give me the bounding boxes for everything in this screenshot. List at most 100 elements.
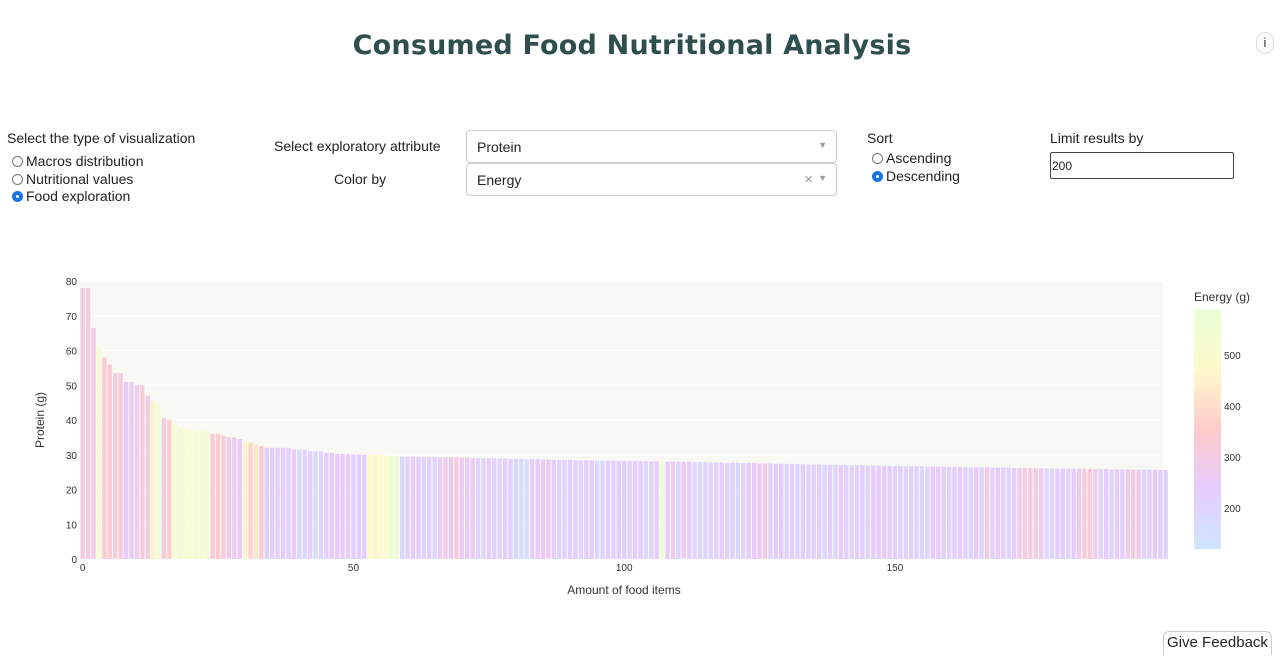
bar [96, 347, 102, 559]
colorbar-tick-label: 200 [1224, 504, 1241, 515]
info-button[interactable]: i [1256, 32, 1274, 54]
bar [627, 461, 632, 559]
x-tick-label: 0 [80, 563, 86, 574]
bars [80, 287, 1168, 559]
bar [140, 385, 145, 559]
x-tick-label: 150 [887, 563, 904, 574]
bar [210, 433, 215, 559]
y-axis-title: Protein (g) [33, 392, 47, 448]
bar [903, 466, 908, 559]
bar [654, 461, 659, 559]
bar [584, 460, 589, 559]
attribute-dropdown[interactable]: Protein ▼ [466, 130, 837, 163]
colorbar-tick-labels: 200 300 400 500 [1224, 351, 1241, 515]
radio-button[interactable] [12, 173, 23, 185]
protein-bar-chart: 0 10 20 30 40 50 60 70 80 0 50 100 150 Amount of fo… [33, 277, 1250, 597]
bar [459, 457, 464, 559]
bar [307, 451, 313, 559]
bar [909, 466, 914, 559]
bar [724, 462, 730, 559]
bar [892, 465, 898, 559]
radio-button[interactable] [872, 152, 883, 164]
radio-descending[interactable]: Descending [872, 168, 960, 184]
bar [1001, 467, 1006, 559]
bar [232, 437, 237, 559]
bar [643, 461, 649, 559]
y-tick-label: 10 [66, 520, 78, 531]
bar [854, 465, 860, 559]
radio-food-exploration[interactable]: Food exploration [12, 188, 130, 204]
bar [465, 457, 470, 559]
bar [1038, 468, 1044, 559]
bar [822, 464, 827, 559]
clear-icon[interactable]: × [804, 171, 813, 188]
bar [280, 447, 286, 559]
bar [345, 454, 351, 559]
bar [400, 456, 405, 559]
bar [513, 458, 519, 559]
x-axis-title: Amount of food items [567, 583, 680, 597]
bar [264, 447, 269, 559]
y-tick-label: 70 [66, 312, 78, 323]
chevron-down-icon[interactable]: ▼ [818, 173, 827, 183]
bar [188, 430, 194, 559]
bar [968, 467, 973, 559]
bar [876, 465, 881, 559]
bar [291, 449, 297, 559]
sort-label: Sort [867, 130, 893, 146]
bar [632, 461, 638, 559]
radio-macros-distribution[interactable]: Macros distribution [12, 153, 144, 169]
radio-button-selected[interactable] [12, 190, 23, 202]
bar [102, 357, 107, 559]
bar [687, 461, 692, 559]
bar [562, 459, 567, 559]
bar [676, 461, 681, 559]
y-tick-label: 50 [66, 381, 78, 392]
bar [551, 459, 556, 559]
bar [730, 462, 735, 559]
bar [746, 463, 751, 559]
bar [844, 465, 849, 559]
radio-button[interactable] [12, 155, 23, 167]
bar [329, 453, 334, 559]
bar [508, 458, 513, 559]
bar [860, 465, 865, 559]
bar [427, 456, 432, 559]
radio-label: Nutritional values [26, 171, 134, 187]
radio-nutritional-values[interactable]: Nutritional values [12, 171, 133, 187]
bar [573, 460, 578, 559]
bar [578, 460, 584, 559]
bar [1006, 467, 1011, 559]
bar [567, 459, 573, 559]
bar [1114, 469, 1120, 559]
bar [914, 466, 919, 559]
bar [703, 462, 708, 559]
chevron-down-icon[interactable]: ▼ [818, 140, 827, 150]
bar [1011, 467, 1017, 559]
bar [1093, 468, 1098, 559]
bar [405, 456, 410, 559]
bar [1060, 468, 1065, 559]
bar [1163, 470, 1168, 559]
bar [806, 464, 811, 559]
bar [454, 457, 459, 559]
colorbar [1194, 309, 1221, 549]
radio-ascending[interactable]: Ascending [872, 150, 951, 166]
colorbar-tick-label: 500 [1224, 351, 1241, 362]
bar [481, 458, 486, 559]
bar [389, 455, 394, 559]
bar [194, 430, 199, 559]
give-feedback-button[interactable]: Give Feedback [1163, 631, 1272, 655]
bar [881, 465, 887, 559]
limit-input[interactable]: 200 [1050, 152, 1234, 179]
radio-button-selected[interactable] [872, 170, 883, 182]
color-by-value: Energy [477, 172, 522, 188]
bar [816, 464, 822, 559]
bar [335, 454, 340, 559]
bar [172, 423, 177, 559]
bar [215, 433, 221, 559]
color-by-dropdown[interactable]: Energy × ▼ [466, 163, 837, 196]
bar [1103, 468, 1109, 559]
bar [589, 460, 594, 559]
bar [205, 430, 210, 559]
